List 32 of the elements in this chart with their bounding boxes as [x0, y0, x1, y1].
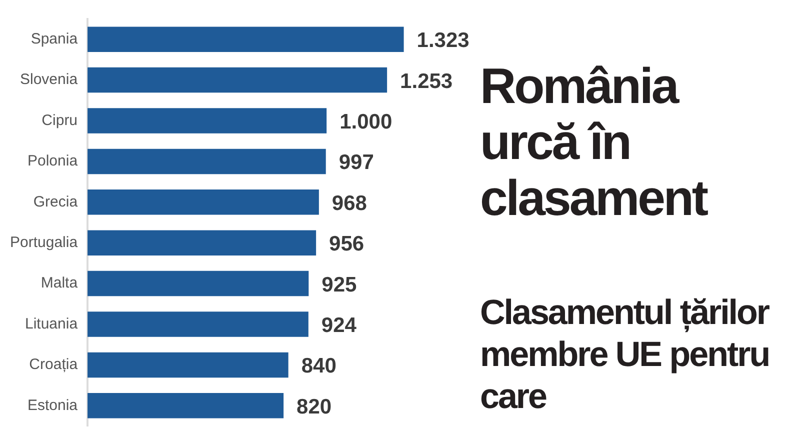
y-tick-label: Cipru: [42, 112, 78, 129]
text: România urcă în clasament: [480, 58, 708, 226]
data-label: 820: [296, 395, 332, 418]
y-tick-label: Slovenia: [20, 71, 78, 88]
data-label: 1.000: [340, 110, 392, 134]
y-tick-label: Lituania: [24, 315, 78, 332]
y-tick-label: Malta: [40, 274, 78, 292]
bar: [88, 270, 309, 296]
data-label: 1.323: [416, 29, 470, 52]
data-label: 840: [301, 354, 336, 378]
bar: [88, 352, 288, 378]
y-tick-label: Spania: [30, 30, 78, 48]
bar: [88, 190, 319, 215]
bar: [88, 26, 404, 52]
data-label: 925: [322, 273, 358, 296]
bar: [88, 393, 284, 418]
data-label: 968: [332, 192, 368, 215]
bar: [88, 108, 327, 134]
text: Clasamentul țărilor membre UE pentru care: [480, 292, 770, 418]
y-tick-label: Grecia: [33, 193, 78, 210]
data-label: 1.253: [400, 70, 453, 93]
y-tick-label: Estonia: [27, 396, 78, 414]
data-label: 956: [329, 232, 364, 256]
bar: [88, 312, 308, 337]
y-tick-label: Portugalia: [10, 234, 78, 251]
bar: [88, 67, 388, 93]
y-tick-label: Croația: [29, 356, 78, 374]
bar: [88, 148, 326, 174]
y-tick-label: Polonia: [27, 152, 78, 170]
data-label: 997: [338, 151, 374, 174]
data-label: 924: [321, 314, 357, 338]
bar: [88, 230, 316, 256]
